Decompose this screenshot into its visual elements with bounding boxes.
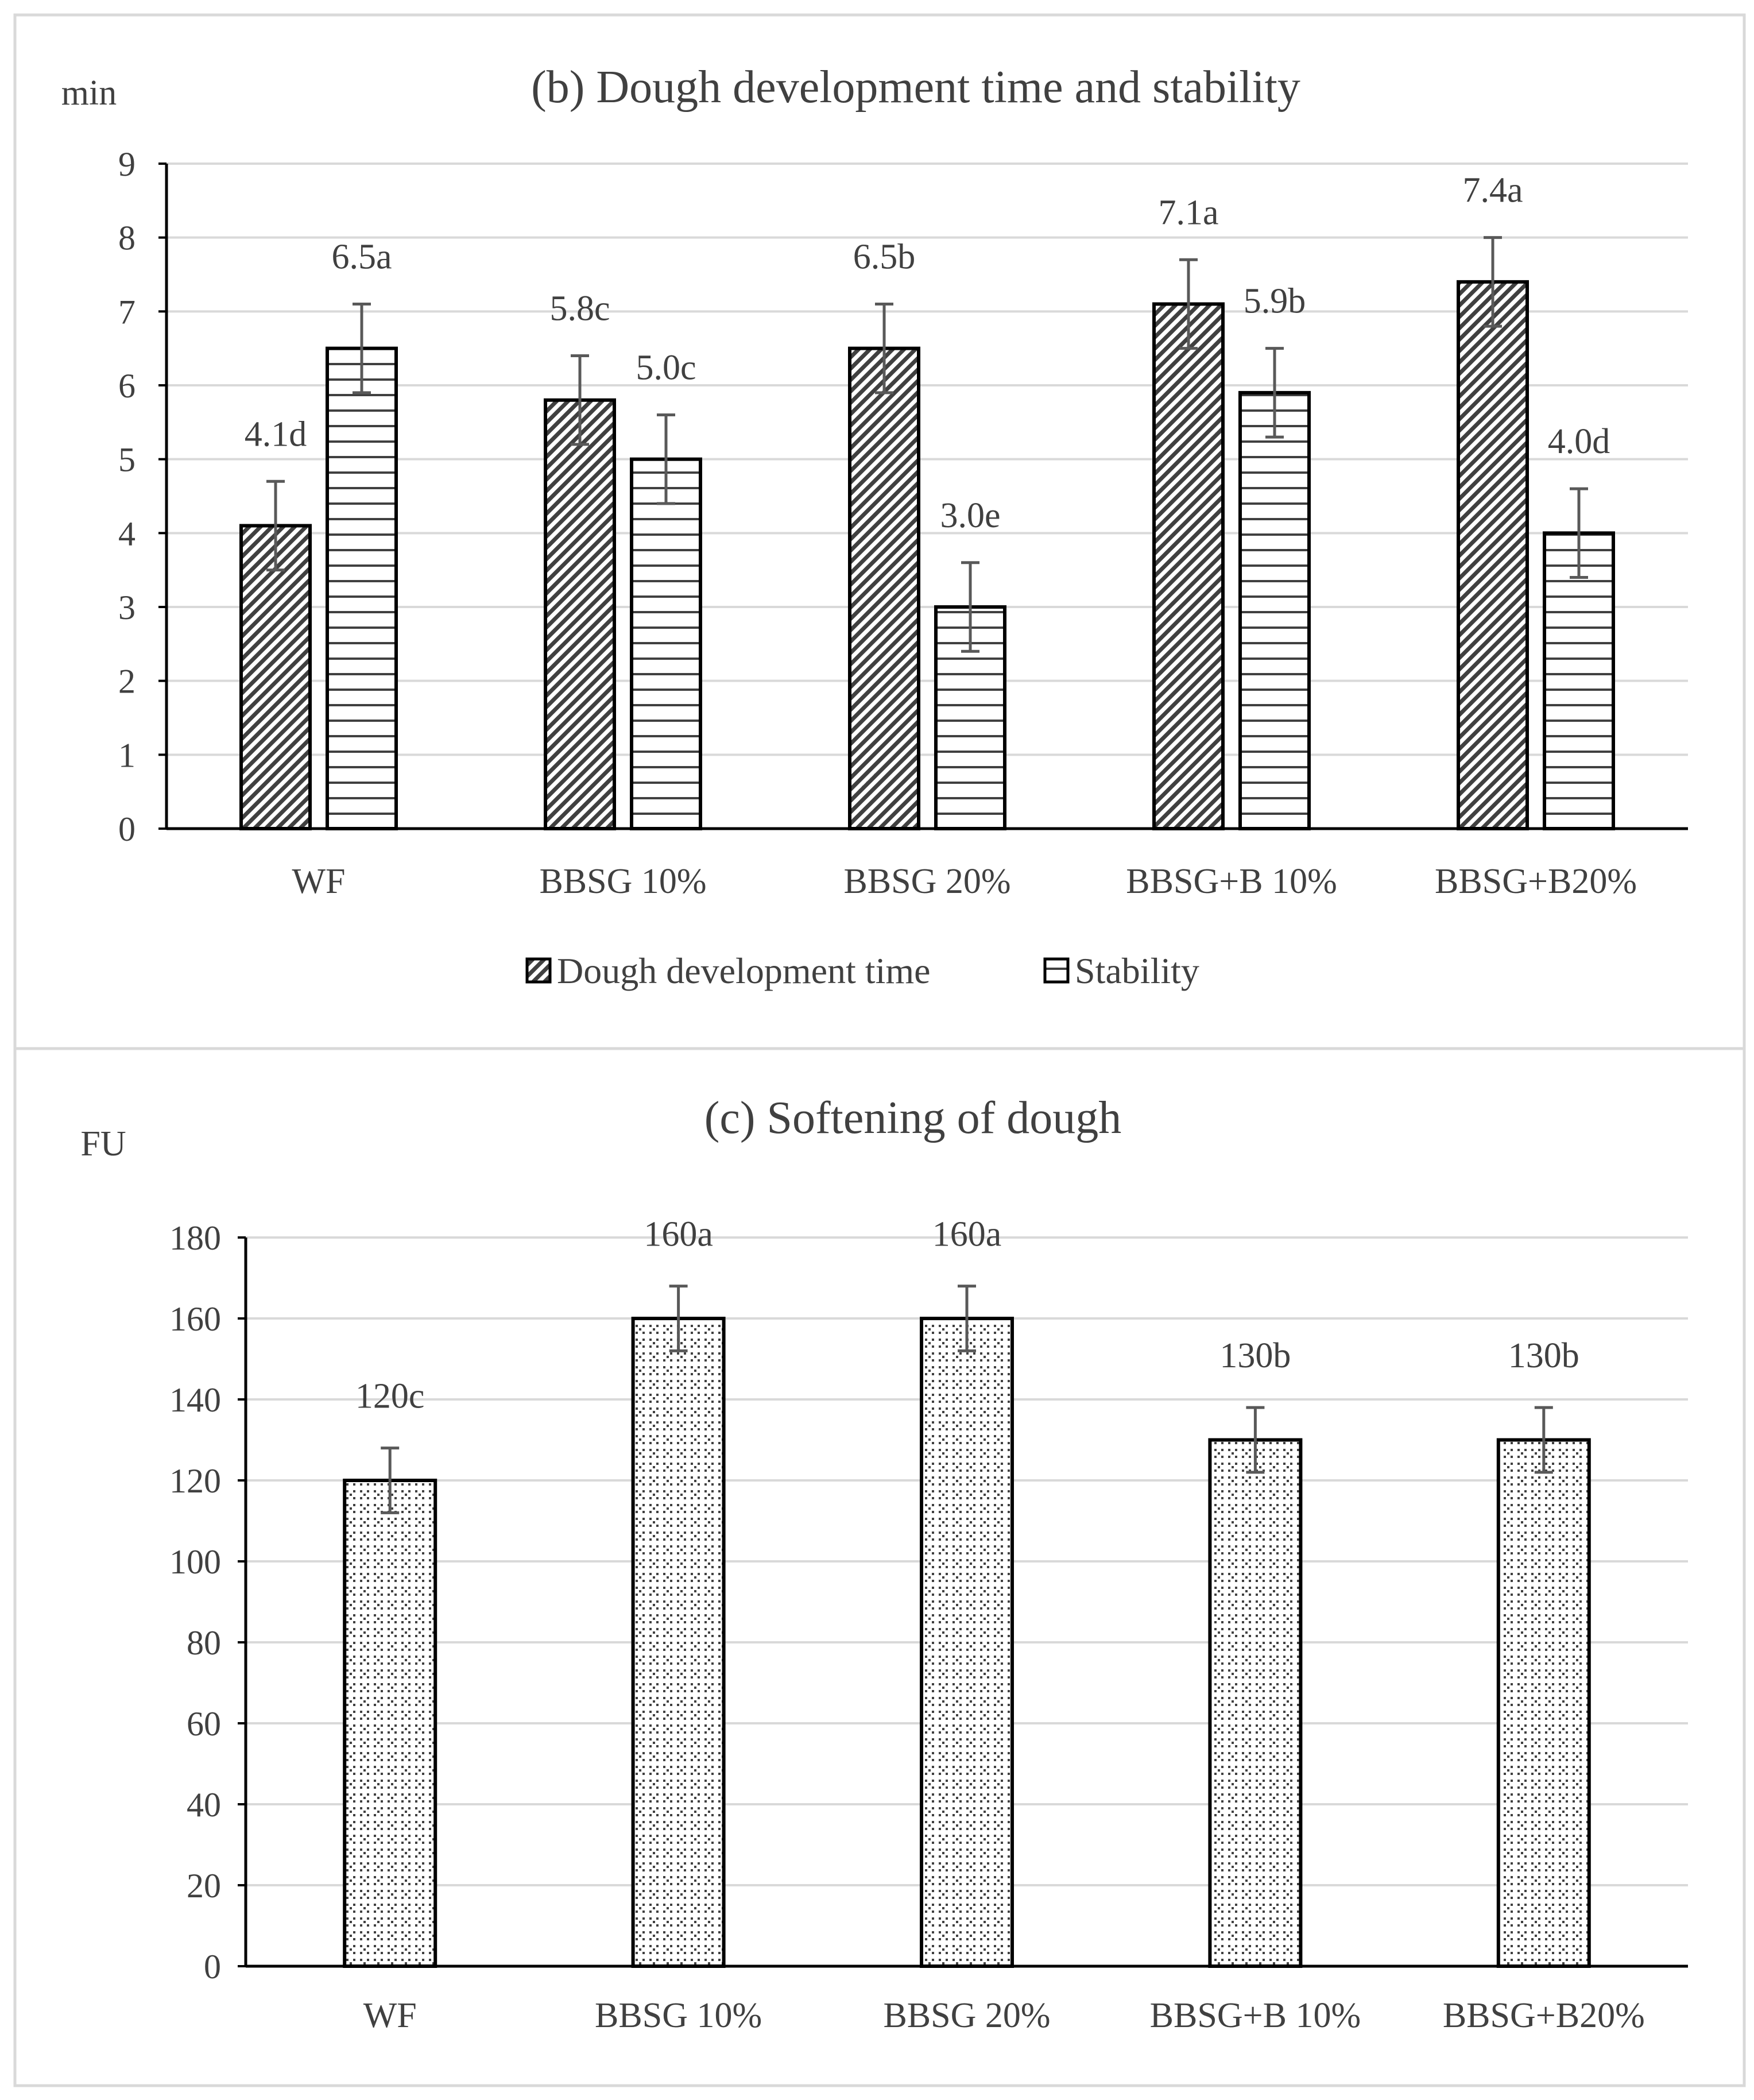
y-tick-label: 140 (169, 1381, 221, 1419)
legend-label: Stability (1075, 950, 1199, 991)
x-tick-label: BBSG 10% (595, 1996, 762, 2035)
legend-label: Dough development time (557, 950, 931, 991)
data-label: 160a (644, 1215, 713, 1254)
y-tick-label: 3 (118, 589, 135, 626)
data-label: 4.1d (245, 415, 307, 454)
y-axis-label: min (61, 74, 117, 113)
y-tick-label: 9 (118, 145, 135, 183)
y-tick-label: 60 (187, 1705, 221, 1743)
y-tick-label: 0 (204, 1948, 221, 1986)
data-label: 130b (1508, 1336, 1579, 1375)
y-tick-label: 4 (118, 515, 135, 552)
softening-chart: (c) Softening of dough FU 0 20 40 60 80 100 120 1… (80, 1093, 1688, 2035)
y-tick-label: 40 (187, 1786, 221, 1824)
bar-diagonal (1457, 280, 1529, 831)
x-tick-label: BBSG 10% (539, 862, 706, 901)
x-tick-label: WF (292, 862, 346, 901)
y-tick-label: 1 (118, 736, 135, 774)
data-label: 160a (932, 1215, 1002, 1254)
bar-dots (1208, 1438, 1303, 1968)
y-tick-label: 2 (118, 663, 135, 701)
x-tick-label: BBSG+B20% (1435, 862, 1637, 901)
y-axis-label: FU (80, 1124, 126, 1163)
bar-dots (343, 1479, 437, 1968)
panel-c-border (13, 1047, 1746, 2087)
data-label: 5.0c (636, 348, 696, 387)
x-tick-label: BBSG+B 10% (1150, 1996, 1361, 2035)
chart-title: (b) Dough development time and stability (531, 62, 1300, 113)
data-label: 4.0d (1548, 422, 1610, 461)
data-label: 3.0e (940, 496, 1000, 535)
dough-development-chart: (b) Dough development time and stability… (61, 62, 1688, 991)
y-tick-label: 160 (169, 1300, 221, 1338)
y-tick-label: 80 (187, 1624, 221, 1662)
bar-horizontal (630, 457, 702, 830)
x-tick-label: BBSG+B 10% (1126, 862, 1337, 901)
bar-dots (920, 1317, 1014, 1968)
data-label: 6.5a (331, 237, 392, 276)
y-tick-label: 8 (118, 219, 135, 257)
y-tick-label: 100 (169, 1543, 221, 1581)
y-tick-label: 20 (187, 1867, 221, 1905)
data-label: 7.4a (1462, 171, 1523, 210)
chart-title: (c) Softening of dough (704, 1093, 1122, 1143)
data-label: 5.9b (1244, 282, 1306, 321)
data-label: 130b (1219, 1336, 1291, 1375)
bar-dots (1496, 1438, 1591, 1968)
data-label: 120c (355, 1377, 425, 1416)
x-tick-label: BBSG 20% (843, 862, 1010, 901)
legend-swatch-diagonal (525, 957, 552, 984)
bar-diagonal (848, 346, 920, 830)
y-tick-label: 0 (118, 810, 135, 848)
bar-horizontal (326, 346, 398, 830)
y-tick-label: 5 (118, 441, 135, 479)
legend-swatch-horizontal (1043, 957, 1070, 984)
data-label: 7.1a (1158, 193, 1218, 232)
data-label: 6.5b (853, 237, 916, 276)
bar-dots (631, 1317, 726, 1968)
y-tick-label: 6 (118, 367, 135, 405)
y-tick-label: 120 (169, 1462, 221, 1500)
bar-horizontal (1238, 390, 1311, 830)
y-tick-label: 180 (169, 1219, 221, 1257)
data-label: 5.8c (549, 289, 610, 328)
x-tick-label: BBSG 20% (883, 1996, 1050, 2035)
y-tick-label: 7 (118, 293, 135, 331)
bar-diagonal (544, 398, 616, 830)
bar-diagonal (1152, 302, 1225, 830)
x-tick-label: WF (363, 1996, 417, 2035)
x-tick-label: BBSG+B20% (1443, 1996, 1645, 2035)
